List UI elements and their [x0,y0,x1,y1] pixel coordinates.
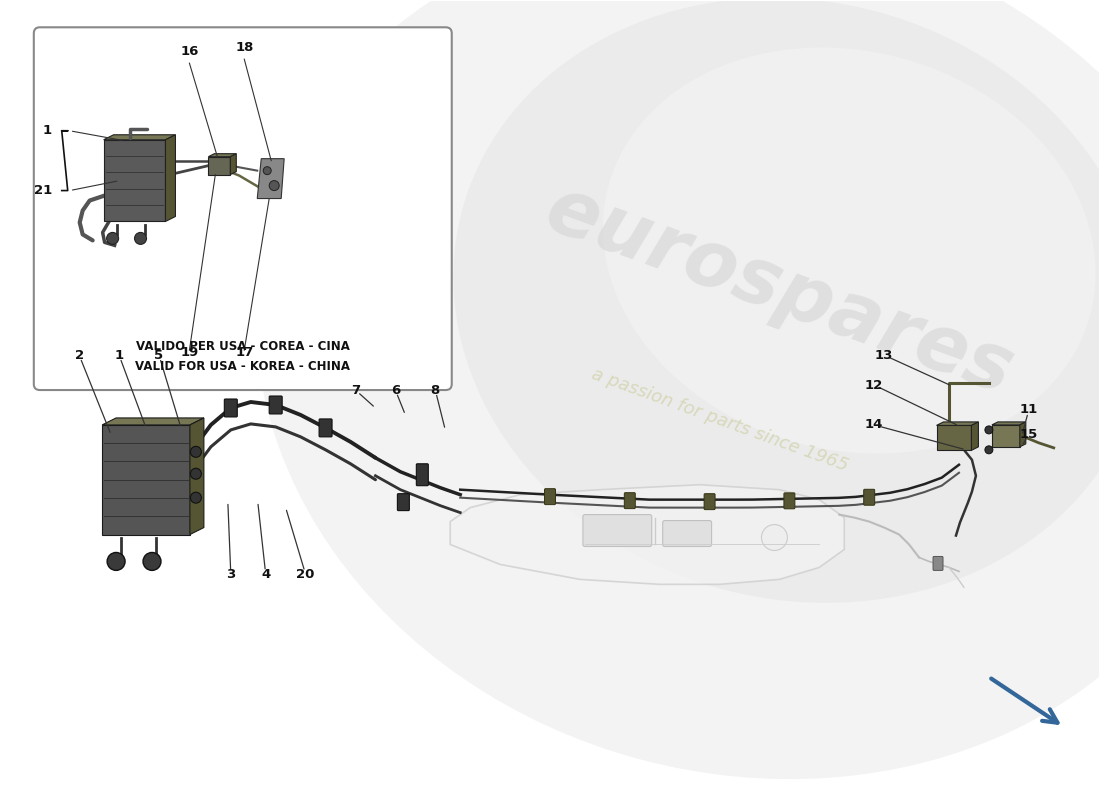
Circle shape [107,553,125,570]
Text: 21: 21 [33,184,52,197]
Circle shape [984,426,993,434]
Circle shape [143,553,161,570]
FancyBboxPatch shape [397,494,409,510]
Polygon shape [230,154,236,174]
FancyBboxPatch shape [784,493,795,509]
Text: 17: 17 [235,346,253,359]
Polygon shape [208,157,230,174]
Polygon shape [992,425,1020,447]
Circle shape [270,181,279,190]
Polygon shape [190,418,204,534]
Text: 15: 15 [1020,428,1038,442]
FancyBboxPatch shape [544,489,556,505]
FancyBboxPatch shape [864,490,874,506]
FancyBboxPatch shape [625,493,636,509]
FancyBboxPatch shape [583,514,651,546]
Polygon shape [992,422,1026,425]
FancyBboxPatch shape [270,396,283,414]
Circle shape [190,468,201,479]
Circle shape [263,166,272,174]
Text: 19: 19 [180,346,198,359]
Polygon shape [936,426,971,450]
Polygon shape [103,140,165,222]
Text: 4: 4 [261,568,271,581]
FancyBboxPatch shape [224,399,238,417]
Polygon shape [450,485,845,584]
Text: 20: 20 [296,568,315,581]
Polygon shape [257,158,284,198]
Polygon shape [936,422,978,426]
Text: VALID FOR USA - KOREA - CHINA: VALID FOR USA - KOREA - CHINA [135,360,350,373]
Text: 18: 18 [235,42,253,54]
FancyBboxPatch shape [416,464,428,486]
FancyBboxPatch shape [34,27,452,390]
Text: 1: 1 [114,349,123,362]
Text: 16: 16 [180,46,199,58]
Text: 1: 1 [43,124,52,138]
Circle shape [134,233,146,244]
Text: 6: 6 [390,383,400,397]
Ellipse shape [603,47,1096,454]
Text: 14: 14 [865,418,883,431]
FancyBboxPatch shape [704,494,715,510]
Polygon shape [102,418,204,425]
Text: eurospares: eurospares [536,170,1023,410]
Text: a passion for parts since 1965: a passion for parts since 1965 [588,365,850,475]
Text: 7: 7 [351,383,360,397]
Polygon shape [1020,422,1026,447]
FancyBboxPatch shape [933,557,943,570]
Text: 2: 2 [75,349,84,362]
Ellipse shape [255,0,1100,779]
Polygon shape [103,134,175,140]
Polygon shape [165,134,175,222]
Circle shape [107,233,119,244]
Polygon shape [971,422,978,450]
FancyBboxPatch shape [662,521,712,546]
Circle shape [190,492,201,503]
FancyBboxPatch shape [319,419,332,437]
Text: 12: 12 [865,378,883,391]
Text: 11: 11 [1020,403,1038,417]
Polygon shape [102,425,190,534]
Text: 5: 5 [154,349,164,362]
Ellipse shape [453,0,1100,603]
Polygon shape [208,154,236,157]
Text: VALIDO PER USA - COREA - CINA: VALIDO PER USA - COREA - CINA [135,340,350,353]
Text: 13: 13 [874,349,893,362]
Circle shape [761,525,788,550]
Text: 8: 8 [431,383,440,397]
Circle shape [984,446,993,454]
Circle shape [190,446,201,458]
Text: 3: 3 [227,568,235,581]
